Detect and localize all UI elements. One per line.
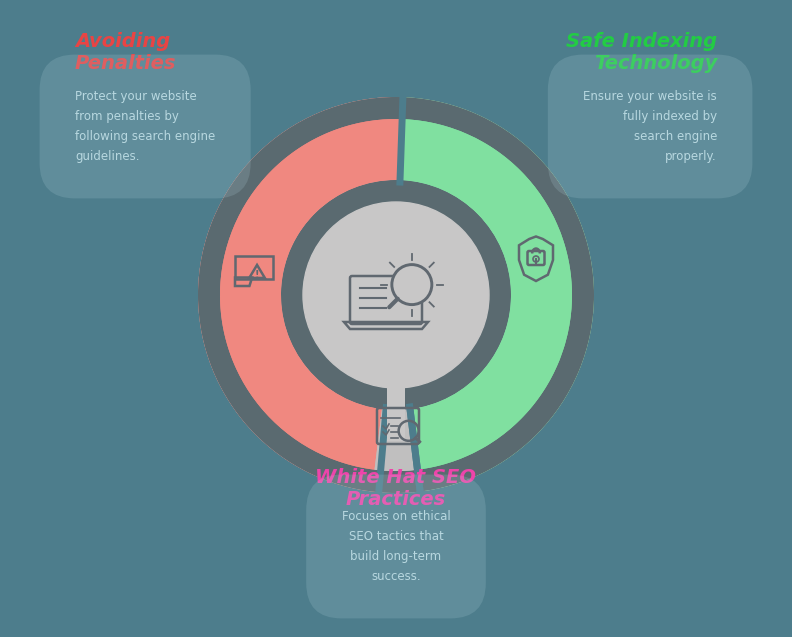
Text: White Hat SEO
Practices: White Hat SEO Practices [315,468,477,509]
Wedge shape [220,119,396,469]
Wedge shape [402,119,572,469]
Text: !: ! [255,270,259,280]
Wedge shape [198,97,594,493]
Text: Protect your website
from penalties by
following search engine
guidelines.: Protect your website from penalties by f… [75,90,215,163]
Wedge shape [198,97,594,493]
Text: Ensure your website is
fully indexed by
search engine
properly.: Ensure your website is fully indexed by … [583,90,717,163]
Wedge shape [400,97,594,492]
Wedge shape [375,409,417,471]
Wedge shape [198,97,403,492]
Circle shape [392,264,432,304]
Text: Safe Indexing
Technology: Safe Indexing Technology [565,32,717,73]
FancyBboxPatch shape [387,386,405,441]
Wedge shape [375,409,417,471]
Text: Focuses on ethical
SEO tactics that
build long-term
success.: Focuses on ethical SEO tactics that buil… [341,510,451,583]
Text: Avoiding
Penalties: Avoiding Penalties [75,32,177,73]
Wedge shape [281,180,511,410]
Circle shape [303,202,489,388]
